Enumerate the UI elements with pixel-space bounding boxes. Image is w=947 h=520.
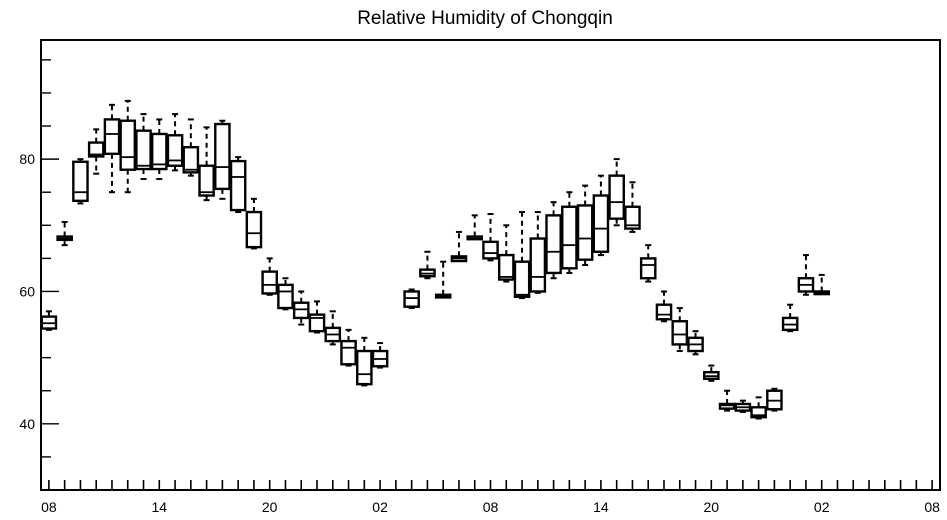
box-item (119, 99, 137, 194)
box-body (356, 349, 373, 386)
box-item (198, 126, 215, 202)
box-item (261, 257, 278, 296)
box-item (135, 113, 152, 180)
x-tick-label: 14 (593, 499, 609, 515)
box-item (371, 342, 389, 369)
y-tick-label: 60 (19, 283, 35, 299)
box-item (513, 211, 531, 300)
box-item (182, 118, 200, 177)
box-item (718, 389, 736, 412)
boxes-layer (40, 99, 831, 420)
box-body (72, 160, 89, 203)
box-item (687, 330, 704, 356)
box-body (292, 301, 310, 320)
box-item (292, 290, 310, 326)
box-body (182, 146, 200, 174)
box-item (324, 310, 342, 346)
box-item (545, 201, 562, 280)
box-body (103, 118, 121, 156)
box-item (87, 128, 105, 175)
box-item (561, 191, 578, 274)
box-item (103, 103, 121, 194)
box-body (655, 303, 673, 321)
box-item (482, 213, 499, 262)
y-tick-label: 40 (19, 416, 35, 432)
box-body (198, 164, 215, 197)
box-item (403, 288, 420, 310)
box-body (229, 159, 247, 212)
box-item (734, 399, 752, 413)
box-item (308, 300, 326, 334)
box-item (245, 197, 263, 250)
axes-layer: 40 60 80 08 14 20 02 08 14 20 02 08 (19, 39, 941, 515)
box-item (797, 254, 815, 296)
box-body (166, 134, 184, 167)
box-item (576, 184, 594, 266)
chart-title: Relative Humidity of Chongqin (357, 8, 613, 29)
x-tick-label: 14 (152, 499, 168, 515)
box-item (277, 277, 294, 311)
box-body (639, 257, 657, 280)
box-item (72, 158, 89, 205)
box-body (561, 205, 578, 270)
box-item (813, 273, 831, 296)
box-item (466, 214, 484, 241)
box-item (56, 220, 73, 247)
box-body (497, 253, 515, 281)
y-tick-label: 80 (19, 151, 35, 167)
box-item (592, 174, 610, 257)
box-body (277, 283, 294, 310)
box-item (40, 310, 58, 331)
box-item (639, 244, 657, 283)
box-body (340, 339, 357, 366)
box-body (261, 270, 278, 295)
x-tick-label: 02 (372, 499, 388, 515)
box-body (119, 119, 137, 171)
box-body (513, 260, 531, 298)
box-item (781, 303, 799, 333)
box-item (340, 328, 357, 367)
box-body (671, 320, 689, 346)
box-item (356, 336, 373, 387)
x-tick-label: 20 (262, 499, 278, 515)
box-body (150, 132, 168, 171)
box-body (624, 205, 641, 230)
box-body (750, 406, 767, 419)
box-body (592, 194, 610, 253)
x-tick-label: 08 (41, 499, 57, 515)
box-body (403, 290, 420, 308)
x-tick-label: 20 (704, 499, 720, 515)
box-item (450, 230, 468, 263)
box-item (703, 364, 720, 382)
box-item (529, 211, 547, 294)
box-item (214, 119, 231, 200)
box-body (576, 204, 594, 261)
box-item (434, 260, 452, 299)
box-body (245, 210, 263, 249)
x-tick-label: 08 (483, 499, 499, 515)
box-body (608, 174, 625, 220)
box-item (750, 396, 767, 420)
box-body (718, 402, 736, 410)
box-body (482, 240, 499, 260)
box-item (655, 290, 673, 323)
x-tick-label: 08 (924, 499, 940, 515)
box-body (545, 214, 562, 275)
box-body (529, 237, 547, 293)
box-body (135, 129, 152, 171)
box-body (214, 122, 231, 191)
box-body (87, 141, 105, 158)
x-tick-label: 02 (814, 499, 830, 515)
box-item (671, 307, 689, 353)
box-item (624, 181, 641, 233)
box-item (608, 158, 625, 227)
box-item (419, 250, 436, 280)
box-item (766, 387, 783, 412)
box-item (150, 118, 168, 180)
box-item (166, 113, 184, 172)
box-item (229, 156, 247, 214)
box-item (497, 224, 515, 283)
